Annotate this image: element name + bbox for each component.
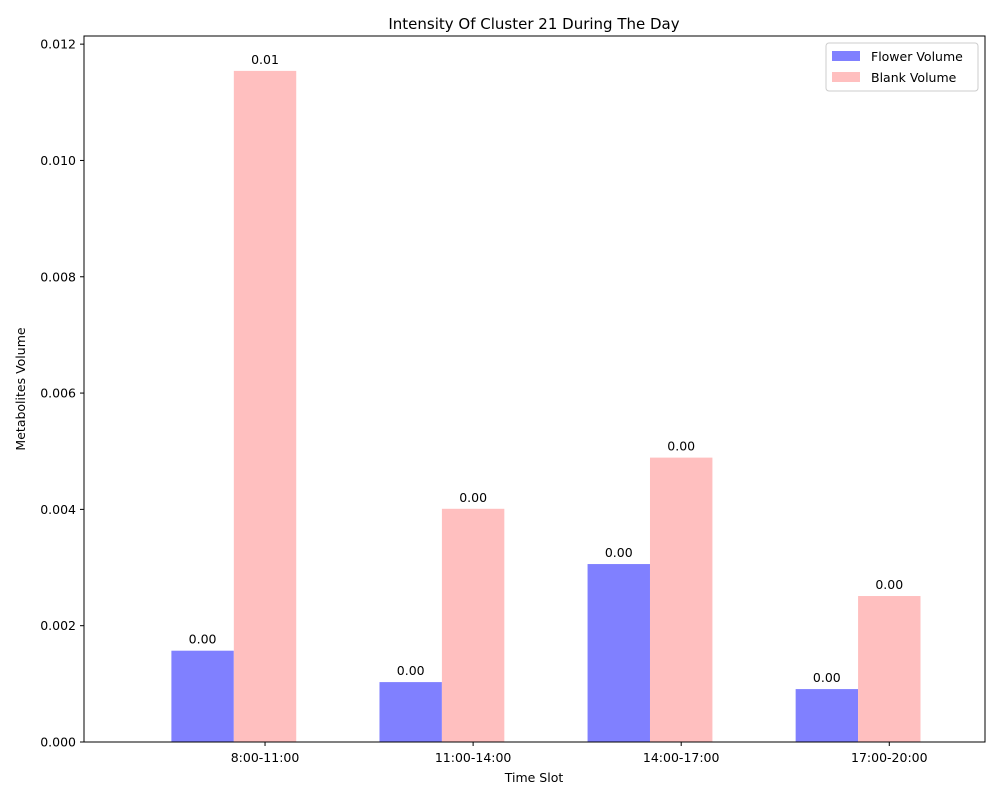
chart-title: Intensity Of Cluster 21 During The Day xyxy=(388,15,679,33)
x-axis: 8:00-11:00 11:00-14:00 14:00-17:00 17:00-20… xyxy=(231,742,928,765)
legend-frame xyxy=(825,42,979,92)
y-tick-label-2: 0.004 xyxy=(40,502,76,517)
x-tick-label-3: 17:00-20:00 xyxy=(851,750,928,765)
y-tick-label-4: 0.008 xyxy=(40,269,76,284)
x-tick-label-1: 11:00-14:00 xyxy=(435,750,512,765)
bar-flower-1 xyxy=(379,682,442,742)
legend-swatch-blank xyxy=(832,72,860,82)
y-tick-label-6: 0.012 xyxy=(40,37,76,52)
data-label-flower-3: 0.00 xyxy=(813,670,841,685)
data-label-flower-1: 0.00 xyxy=(397,663,425,678)
data-label-blank-0: 0.01 xyxy=(251,52,279,67)
bar-blank-1 xyxy=(441,508,505,742)
bar-blank-0 xyxy=(233,70,297,742)
bar-flower-2 xyxy=(587,564,650,742)
data-label-blank-1: 0.00 xyxy=(459,490,487,505)
bars-layer xyxy=(171,70,921,742)
data-label-flower-2: 0.00 xyxy=(605,545,633,560)
data-labels-layer: 0.00 0.00 0.00 0.00 0.01 0.00 0.00 0.00 xyxy=(189,52,904,685)
y-tick-label-3: 0.006 xyxy=(40,386,76,401)
bar-blank-2 xyxy=(649,457,713,742)
x-tick-label-2: 14:00-17:00 xyxy=(643,750,720,765)
legend-label-flower: Flower Volume xyxy=(871,49,963,64)
data-label-blank-3: 0.00 xyxy=(875,577,903,592)
y-tick-label-1: 0.002 xyxy=(40,618,76,633)
x-axis-title: Time Slot xyxy=(504,770,564,785)
legend-swatch-flower xyxy=(832,51,860,61)
bar-flower-3 xyxy=(795,689,859,742)
y-axis: 0.000 0.002 0.004 0.006 0.008 0.010 0.012 xyxy=(40,37,84,750)
bar-flower-0 xyxy=(171,650,234,742)
legend: Flower Volume Blank Volume xyxy=(825,42,979,92)
x-tick-label-0: 8:00-11:00 xyxy=(231,750,300,765)
data-label-blank-2: 0.00 xyxy=(667,439,695,454)
data-label-flower-0: 0.00 xyxy=(189,632,217,647)
y-tick-label-5: 0.010 xyxy=(40,153,76,168)
y-tick-label-0: 0.000 xyxy=(40,735,76,750)
legend-label-blank: Blank Volume xyxy=(871,70,957,85)
plot-frame xyxy=(83,35,986,743)
y-axis-title: Metabolites Volume xyxy=(13,327,28,450)
bar-blank-3 xyxy=(858,596,921,742)
